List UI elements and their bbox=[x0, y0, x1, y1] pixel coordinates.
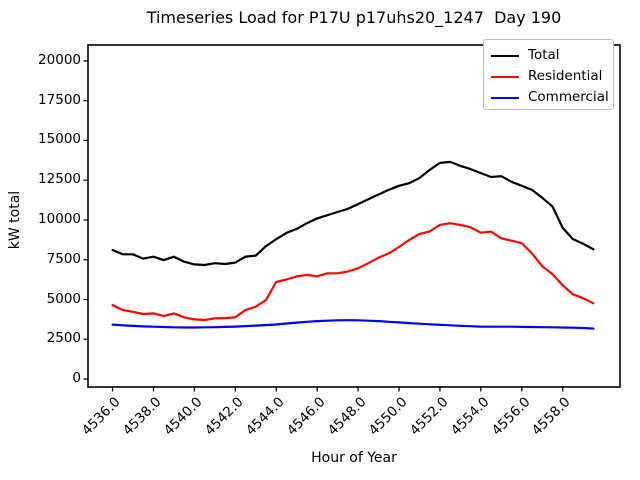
legend-line-sample bbox=[491, 96, 519, 99]
y-tick-label: 15000 bbox=[38, 131, 81, 148]
legend-label: Commercial bbox=[528, 89, 609, 105]
legend-label: Residential bbox=[528, 68, 603, 84]
legend-item: Total bbox=[491, 45, 613, 66]
axes-spines bbox=[87, 44, 621, 388]
x-axis-label: Hour of Year bbox=[311, 450, 397, 466]
series-line-residential bbox=[111, 222, 595, 322]
legend-label: Total bbox=[528, 47, 560, 63]
y-tick-label: 20000 bbox=[38, 51, 81, 68]
y-tick-label: 5000 bbox=[46, 290, 81, 307]
series-line-total bbox=[111, 160, 595, 267]
series-line-commercial bbox=[111, 319, 595, 330]
legend-line-sample bbox=[491, 54, 519, 57]
y-tick-label: 17500 bbox=[38, 91, 81, 108]
chart-title: Timeseries Load for P17U p17uhs20_1247 D… bbox=[146, 8, 562, 27]
legend-line-sample bbox=[491, 75, 519, 78]
y-tick-label: 2500 bbox=[46, 330, 81, 347]
legend: Total Residential Commercial bbox=[483, 39, 614, 110]
y-tick-label: 0 bbox=[72, 370, 81, 387]
y-tick-label: 10000 bbox=[38, 210, 81, 227]
legend-item: Residential bbox=[491, 66, 613, 87]
legend-item: Commercial bbox=[491, 87, 613, 108]
y-tick-label: 12500 bbox=[38, 171, 81, 188]
y-tick-label: 7500 bbox=[46, 250, 81, 267]
